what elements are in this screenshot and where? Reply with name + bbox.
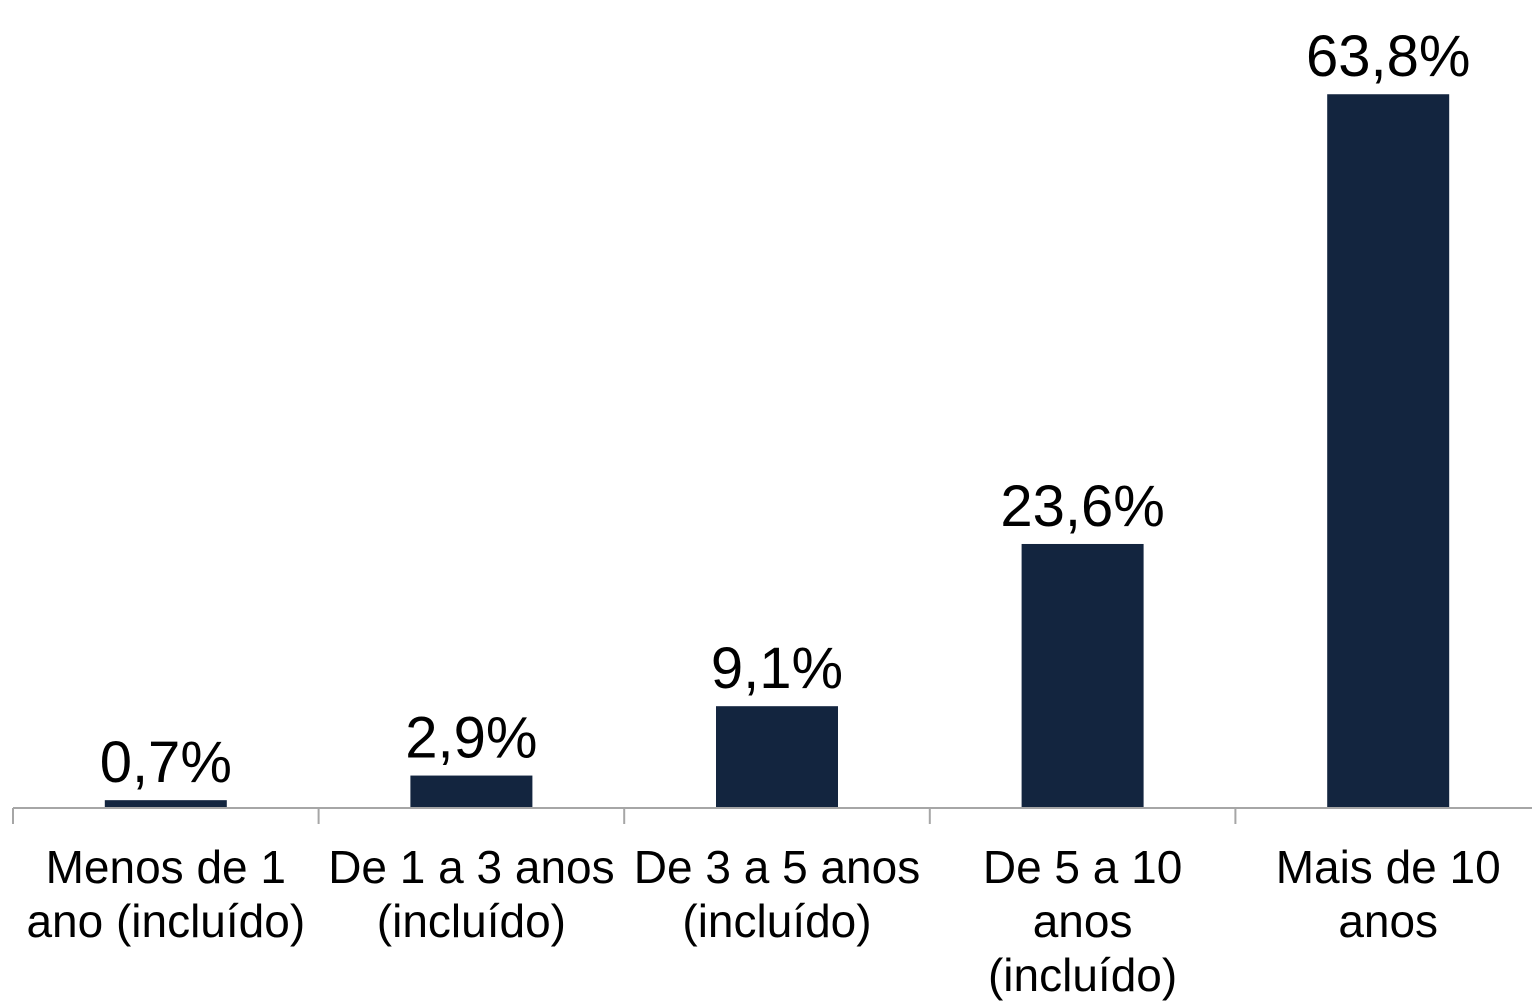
bar-3 [1021,543,1144,808]
x-tick-label-2: De 3 a 5 anos (incluído) [634,841,920,947]
data-label-1: 2,9% [405,706,537,771]
bar-4 [1327,94,1450,809]
data-label-3: 23,6% [1000,474,1164,539]
data-label-2: 9,1% [711,636,843,701]
bar-0 [104,800,227,808]
x-tick-label-4: Mais de 10 anos [1276,841,1501,947]
x-tick-label-0: Menos de 1 ano (incluído) [26,841,305,947]
bar-2 [716,706,838,808]
data-label-4: 63,8% [1306,24,1470,89]
data-label-0: 0,7% [100,730,232,795]
x-tick-label-1: De 1 a 3 anos (incluído) [328,841,614,947]
bar-1 [410,775,533,808]
x-tick-label-3: De 5 a 10 anos (incluído) [983,841,1182,1001]
